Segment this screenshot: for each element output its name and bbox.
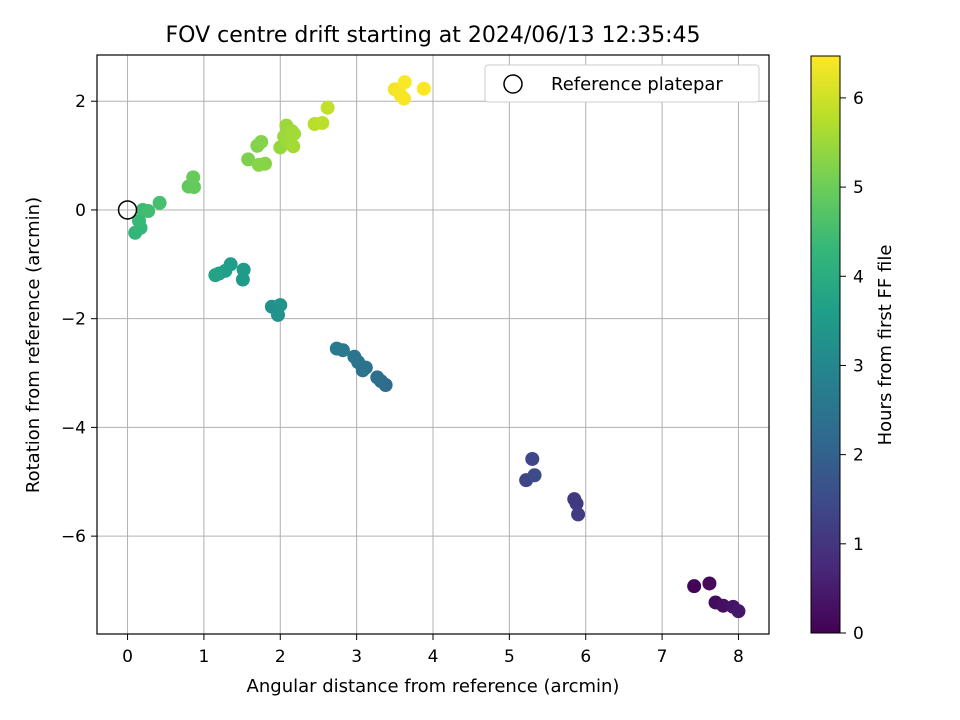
colorbar-tick-label: 4 [853, 267, 864, 287]
data-point [416, 81, 431, 96]
x-tick-label: 4 [428, 647, 439, 667]
x-axis-ticks: 0 1 2 3 4 5 6 7 8 [122, 634, 744, 667]
data-point [527, 468, 542, 483]
legend: Reference platepar [484, 64, 760, 103]
colorbar-label: Hours from first FF file [875, 245, 896, 446]
data-point [186, 170, 201, 185]
y-tick-label: −2 [61, 310, 86, 330]
data-point [702, 576, 717, 591]
colorbar-tick-label: 6 [853, 89, 864, 109]
data-point [320, 100, 335, 115]
data-point [152, 195, 167, 210]
data-point [235, 272, 250, 287]
colorbar-ticks: 0 1 2 3 4 5 6 [840, 89, 864, 644]
colorbar-tick-label: 5 [853, 178, 864, 198]
colorbar [810, 55, 841, 634]
y-axis-ticks: 2 0 −2 −4 −6 [61, 92, 97, 547]
data-point [347, 349, 362, 364]
y-tick-label: 2 [75, 92, 86, 112]
x-tick-label: 2 [275, 647, 286, 667]
data-point [329, 341, 344, 356]
legend-box [484, 64, 760, 103]
data-point [258, 156, 272, 171]
y-tick-label: −6 [61, 527, 86, 547]
chart-title: FOV centre drift starting at 2024/06/13 … [166, 23, 701, 48]
x-tick-label: 7 [657, 647, 668, 667]
reference-platepar-marker [117, 200, 138, 220]
data-point [208, 268, 223, 283]
data-point [132, 213, 146, 228]
colorbar-tick-label: 0 [853, 624, 864, 644]
data-point [287, 126, 302, 141]
x-tick-label: 8 [733, 647, 744, 667]
data-point [525, 451, 540, 466]
x-tick-label: 0 [122, 647, 133, 667]
y-tick-label: −4 [61, 418, 86, 438]
data-point [141, 204, 156, 219]
data-point [370, 370, 385, 385]
y-axis-label: Rotation from reference (arcmin) [23, 197, 44, 493]
data-point [397, 75, 412, 90]
colorbar-tick-label: 3 [853, 356, 864, 376]
data-point [569, 496, 584, 511]
data-point [315, 115, 330, 130]
colorbar-tick-label: 1 [853, 535, 864, 555]
legend-reference-icon [503, 74, 523, 94]
y-tick-label: 0 [75, 201, 86, 221]
scatter-points [128, 75, 746, 619]
x-tick-label: 3 [351, 647, 362, 667]
colorbar-tick-label: 2 [853, 446, 864, 466]
legend-reference-label: Reference platepar [551, 74, 723, 95]
data-point [731, 604, 746, 619]
data-point [396, 91, 411, 106]
x-tick-label: 1 [198, 647, 209, 667]
data-point [241, 152, 256, 167]
data-point [286, 139, 301, 154]
data-point [254, 134, 269, 149]
data-point [273, 298, 288, 313]
data-point [571, 507, 586, 522]
x-axis-label: Angular distance from reference (arcmin) [247, 676, 620, 697]
x-tick-label: 6 [580, 647, 591, 667]
data-point [687, 579, 702, 594]
x-tick-label: 5 [504, 647, 515, 667]
